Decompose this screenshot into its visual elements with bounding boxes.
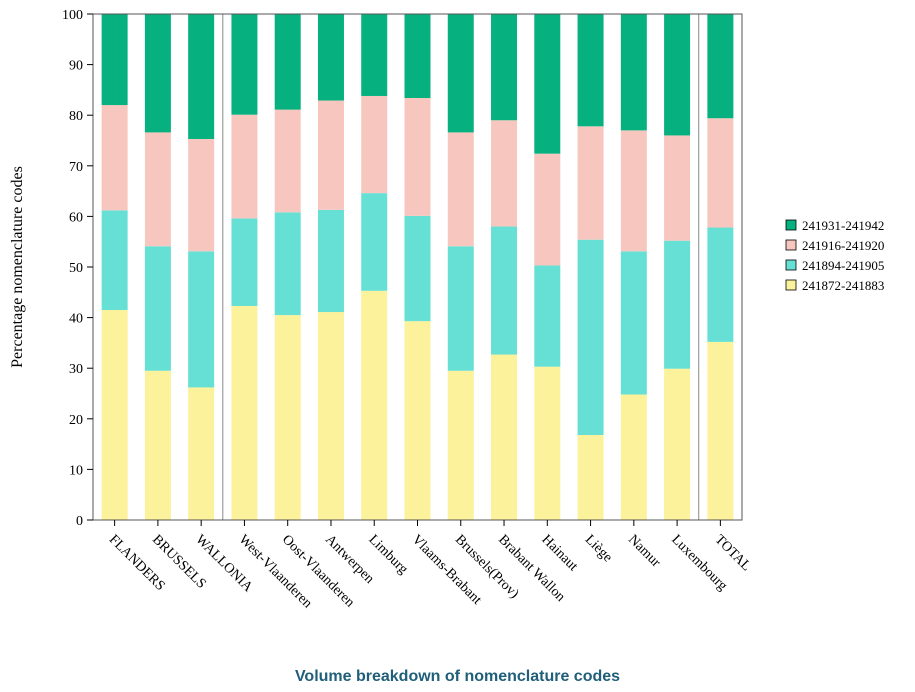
x-tick-label: West-Vlaanderen	[236, 532, 315, 611]
bar-241916-241920-Vlaams-Brabant	[404, 97, 431, 216]
bar-241872-241883-Oost-Vlaanderen	[274, 315, 301, 520]
bar-241931-241942-WALLONIA	[188, 14, 215, 139]
bar-241894-241905-FLANDERS	[101, 210, 128, 311]
x-tick-label: Liège	[582, 532, 615, 565]
legend-swatch	[785, 239, 797, 251]
bar-241916-241920-Liège	[577, 126, 604, 240]
bar-241894-241905-Liège	[577, 239, 604, 435]
stacked-bar-chart: 0 10 20 30 40 50 60 70 80 90 100 FLANDERSBRUSSELSW…	[9, 8, 884, 611]
bar-241916-241920-BRUSSELS	[144, 132, 171, 247]
bar-241916-241920-Limburg	[361, 95, 388, 194]
bar-241916-241920-Brussels(Prov)	[447, 132, 474, 247]
bar-241931-241942-Hainaut	[534, 14, 561, 154]
bar-241872-241883-West-Vlaanderen	[231, 305, 258, 520]
figure-caption: Volume breakdown of nomenclature codes	[294, 668, 621, 685]
bar-241872-241883-BRUSSELS	[144, 370, 171, 520]
y-tick-label: 20	[69, 413, 83, 428]
bar-241916-241920-West-Vlaanderen	[231, 114, 258, 219]
bar-241931-241942-FLANDERS	[101, 14, 128, 106]
legend-label: 241872-241883	[802, 278, 884, 293]
bar-241916-241920-Brabant Wallon	[491, 120, 518, 227]
y-tick-label: 10	[69, 463, 83, 478]
legend-swatch	[785, 259, 797, 271]
bar-241931-241942-Namur	[620, 14, 647, 131]
bar-241872-241883-TOTAL	[707, 341, 734, 520]
bar-241872-241883-Luxembourg	[664, 368, 691, 520]
bar-241916-241920-Antwerpen	[317, 100, 344, 210]
bar-241872-241883-Antwerpen	[317, 312, 344, 520]
y-tick-label: 40	[69, 312, 83, 327]
bar-241872-241883-Brabant Wallon	[491, 354, 518, 520]
legend-swatch	[785, 219, 797, 231]
bar-241894-241905-Namur	[620, 251, 647, 395]
bars-layer	[101, 14, 734, 520]
bar-241931-241942-Vlaams-Brabant	[404, 14, 431, 98]
bar-241916-241920-Oost-Vlaanderen	[274, 109, 301, 213]
y-tick-label: 80	[69, 109, 83, 124]
bar-241872-241883-Vlaams-Brabant	[404, 321, 431, 520]
legend-label: 241916-241920	[802, 238, 884, 253]
x-tick-label: Hainaut	[538, 532, 580, 574]
legend-label: 241931-241942	[802, 218, 884, 233]
y-tick-label: 90	[69, 59, 83, 74]
bar-241931-241942-Luxembourg	[664, 14, 691, 136]
bar-241872-241883-FLANDERS	[101, 310, 128, 520]
y-tick-label: 50	[69, 261, 83, 276]
bar-241872-241883-Liège	[577, 434, 604, 520]
bar-241894-241905-TOTAL	[707, 227, 734, 342]
bar-241916-241920-Namur	[620, 130, 647, 252]
bar-241894-241905-WALLONIA	[188, 251, 215, 388]
x-axis: FLANDERSBRUSSELSWALLONIAWest-VlaanderenO…	[106, 520, 754, 611]
bar-241931-241942-Oost-Vlaanderen	[274, 14, 301, 110]
bar-241931-241942-Liège	[577, 14, 604, 127]
bar-241872-241883-Brussels(Prov)	[447, 370, 474, 520]
legend-swatch	[785, 279, 797, 291]
bar-241894-241905-Oost-Vlaanderen	[274, 212, 301, 316]
bar-241931-241942-TOTAL	[707, 14, 734, 119]
legend: 241931-241942 241916-241920 241894-241905 2…	[785, 218, 884, 293]
bar-241894-241905-Antwerpen	[317, 209, 344, 313]
y-tick-label: 0	[76, 514, 83, 529]
bar-241894-241905-Vlaams-Brabant	[404, 215, 431, 322]
bar-241916-241920-Luxembourg	[664, 135, 691, 241]
y-tick-label: 60	[69, 210, 83, 225]
y-tick-label: 100	[62, 8, 83, 23]
bar-241894-241905-Luxembourg	[664, 240, 691, 369]
bar-241916-241920-TOTAL	[707, 118, 734, 228]
legend-label: 241894-241905	[802, 258, 884, 273]
bar-241872-241883-Namur	[620, 394, 647, 520]
bar-241916-241920-WALLONIA	[188, 138, 215, 252]
x-tick-label: Namur	[625, 532, 663, 570]
y-axis: 0 10 20 30 40 50 60 70 80 90 100	[62, 8, 93, 529]
y-tick-label: 70	[69, 160, 83, 175]
bar-241894-241905-Brussels(Prov)	[447, 246, 474, 371]
bar-241931-241942-West-Vlaanderen	[231, 14, 258, 115]
bar-241931-241942-Antwerpen	[317, 14, 344, 101]
bar-241931-241942-Brabant Wallon	[491, 14, 518, 121]
bar-241894-241905-Limburg	[361, 193, 388, 291]
bar-241872-241883-Hainaut	[534, 366, 561, 520]
bar-241916-241920-FLANDERS	[101, 105, 128, 211]
bar-241894-241905-Hainaut	[534, 265, 561, 367]
bar-241894-241905-Brabant Wallon	[491, 226, 518, 355]
group-separators	[222, 14, 700, 520]
y-axis-title: Percentage nomenclature codes	[9, 166, 26, 368]
bar-241894-241905-BRUSSELS	[144, 246, 171, 371]
bar-241894-241905-West-Vlaanderen	[231, 218, 258, 306]
bar-241931-241942-BRUSSELS	[144, 14, 171, 133]
x-tick-label: TOTAL	[712, 532, 754, 574]
bar-241931-241942-Limburg	[361, 14, 388, 96]
y-tick-label: 30	[69, 362, 83, 377]
bar-241872-241883-Limburg	[361, 290, 388, 520]
bar-241916-241920-Hainaut	[534, 153, 561, 266]
bar-241931-241942-Brussels(Prov)	[447, 14, 474, 133]
bar-241872-241883-WALLONIA	[188, 387, 215, 520]
